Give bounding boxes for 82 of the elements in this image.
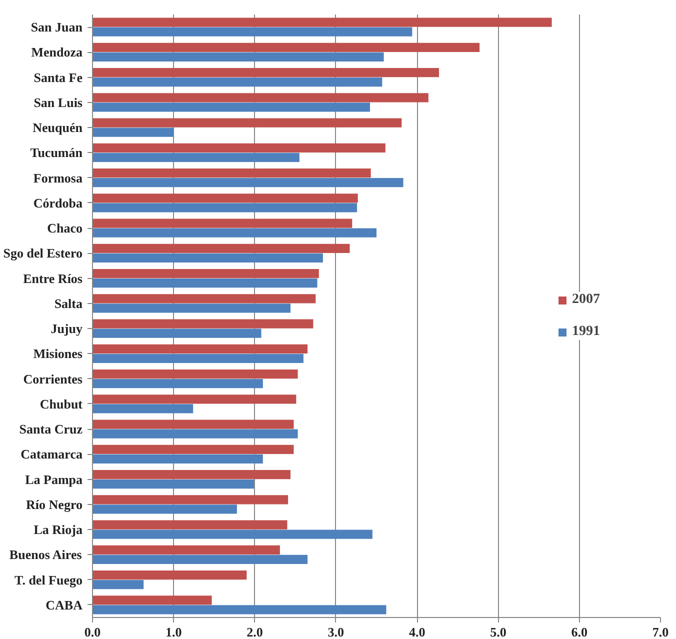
bar (92, 78, 382, 87)
y-tick-label: San Juan (30, 20, 84, 35)
bar (92, 128, 174, 137)
x-tick-label: 1.0 (166, 624, 182, 639)
bar (92, 404, 194, 414)
bar (92, 605, 386, 614)
bar (92, 554, 308, 564)
bar (92, 228, 376, 238)
x-tick-label: 2.0 (246, 624, 263, 639)
y-tick-label: Catamarca (20, 446, 83, 462)
bar (92, 68, 439, 78)
y-tick-label: Chubut (40, 396, 84, 412)
bar (92, 52, 384, 62)
x-tick-label: 5.0 (490, 624, 506, 639)
y-tick-label: Mendoza (31, 44, 83, 60)
bar (92, 504, 237, 514)
bar (92, 27, 412, 36)
bar (92, 420, 294, 429)
bar (92, 495, 288, 504)
bar (92, 178, 404, 188)
bar (92, 102, 370, 112)
legend-label: 2007 (572, 292, 600, 308)
bar (92, 42, 480, 52)
bar (92, 530, 372, 539)
bar (92, 168, 371, 178)
bar (92, 244, 350, 253)
bar (92, 152, 300, 162)
y-tick-label: Salta (54, 296, 83, 311)
x-tick-label: 7.0 (652, 624, 669, 639)
bar (92, 319, 314, 328)
x-tick-label: 3.0 (328, 624, 344, 639)
bar (92, 545, 280, 554)
bar (92, 429, 298, 438)
x-tick-label: 4.0 (408, 624, 426, 639)
bar (92, 143, 386, 152)
bar (92, 520, 288, 530)
y-tick-label: Santa Cruz (19, 422, 83, 437)
bar (92, 596, 212, 605)
bar (92, 194, 358, 203)
y-tick-label: T. del Fuego (14, 572, 83, 588)
bar (92, 304, 290, 313)
bar (92, 93, 428, 102)
bar (92, 203, 358, 212)
y-tick-label: Tucumán (30, 145, 84, 160)
y-tick-label: San Luis (34, 94, 83, 110)
bar (92, 118, 402, 128)
bar (92, 253, 323, 262)
bar (92, 344, 308, 354)
y-tick-label: Santa Fe (34, 70, 83, 85)
y-tick-label: Jujuy (50, 321, 83, 336)
bar (92, 454, 263, 464)
y-tick-label: Entre Ríos (23, 270, 83, 286)
bar (92, 570, 247, 580)
y-tick-label: La Rioja (34, 522, 83, 538)
y-tick-label: CABA (46, 597, 84, 612)
y-tick-label: Formosa (33, 170, 83, 186)
bar (92, 294, 316, 304)
bar (92, 480, 254, 489)
y-tick-label: Misiones (33, 346, 83, 362)
bar (92, 379, 263, 388)
x-tick-label: 0.0 (84, 624, 101, 639)
bar (92, 278, 318, 288)
x-tick-label: 6.0 (571, 624, 588, 639)
bar (92, 580, 144, 590)
y-tick-label: Chaco (47, 220, 82, 236)
bar (92, 328, 262, 338)
y-tick-label: Buenos Aires (9, 547, 82, 562)
y-tick-label: Neuquén (32, 120, 84, 136)
legend-label: 1991 (572, 324, 600, 340)
bar (92, 470, 290, 480)
bar (92, 394, 296, 404)
bar (92, 444, 294, 454)
y-tick-label: Corrientes (23, 371, 83, 386)
bar (92, 354, 304, 363)
bar (92, 18, 552, 27)
bar (92, 269, 319, 278)
y-tick-label: Río Negro (26, 496, 83, 512)
bar (92, 218, 352, 228)
y-tick-label: Sgo del Estero (3, 246, 83, 261)
y-tick-label: La Pampa (25, 472, 83, 487)
bar (92, 370, 298, 379)
y-tick-label: Córdoba (33, 195, 83, 210)
